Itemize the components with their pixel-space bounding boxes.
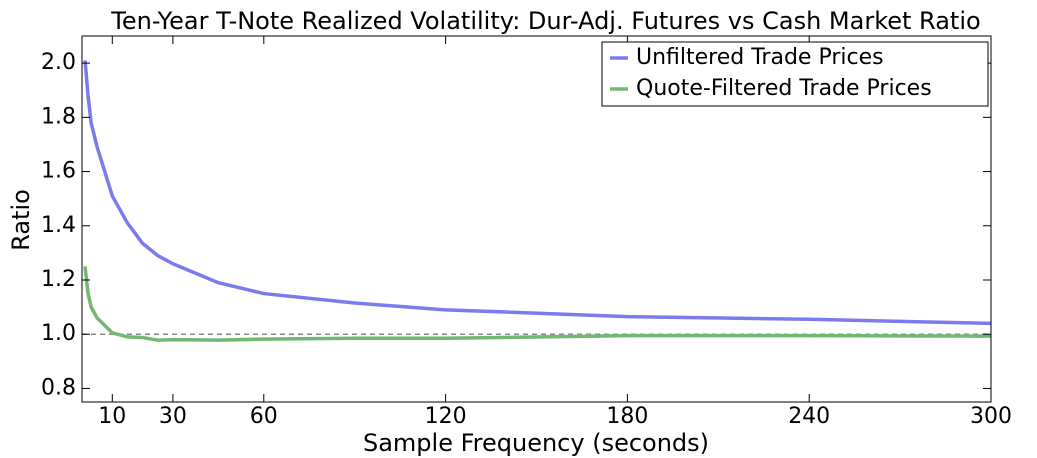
y-tick-label: 1.6 xyxy=(41,159,76,184)
y-tick-label: 1.4 xyxy=(41,213,76,238)
legend-label: Unfiltered Trade Prices xyxy=(636,45,884,70)
x-tick-label: 120 xyxy=(425,404,467,429)
plot-frame xyxy=(81,35,992,403)
chart-title: Ten-Year T-Note Realized Volatility: Dur… xyxy=(110,7,980,35)
legend-label: Quote-Filtered Trade Prices xyxy=(636,76,932,101)
y-axis-label: Ratio xyxy=(7,189,35,251)
x-tick-label: 60 xyxy=(250,404,278,429)
y-tick-label: 1.2 xyxy=(41,267,76,292)
series-line xyxy=(83,60,992,326)
x-tick-label: 180 xyxy=(606,404,648,429)
y-tick-label: 2.0 xyxy=(41,50,76,75)
x-tick-label: 30 xyxy=(159,404,187,429)
x-axis-label: Sample Frequency (seconds) xyxy=(363,429,709,457)
y-tick-label: 0.8 xyxy=(41,375,76,400)
x-tick-label: 240 xyxy=(788,404,830,429)
legend-box xyxy=(601,41,989,107)
x-tick-label: 300 xyxy=(970,404,1012,429)
series-line xyxy=(83,266,992,342)
y-tick-label: 1.0 xyxy=(41,321,76,346)
x-tick-label: 10 xyxy=(98,404,126,429)
y-tick-label: 1.8 xyxy=(41,104,76,129)
